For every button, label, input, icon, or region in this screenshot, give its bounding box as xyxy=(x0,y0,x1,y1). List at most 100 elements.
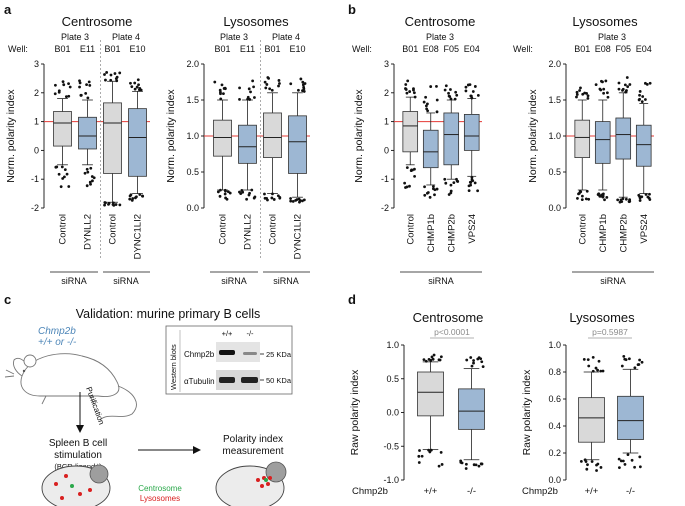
blot-strip-chmp2b xyxy=(216,342,260,362)
box xyxy=(635,124,652,167)
b-well-label: Well: xyxy=(352,44,372,54)
outlier-point xyxy=(474,463,478,467)
outlier-point xyxy=(435,110,439,114)
y-tick-label: 1.0 xyxy=(548,340,561,350)
outlier-point xyxy=(473,85,477,88)
category-label: DYNLL2 xyxy=(83,214,94,250)
outlier-point xyxy=(103,203,106,207)
outlier-point xyxy=(264,86,268,90)
outlier-point xyxy=(423,185,426,189)
box xyxy=(103,102,122,174)
outlier-point xyxy=(429,85,433,88)
outlier-point xyxy=(447,91,450,95)
category-label: CHMP1b xyxy=(426,214,437,253)
outlier-point xyxy=(54,165,58,169)
outlier-point xyxy=(597,359,601,363)
outlier-point xyxy=(218,88,222,92)
category-label: DYNC1LI2 xyxy=(293,214,304,259)
category-label: -/- xyxy=(626,486,635,497)
well-label: E08 xyxy=(423,44,439,54)
outlier-point xyxy=(586,96,590,100)
outlier-point xyxy=(134,196,137,200)
box xyxy=(78,116,97,150)
outlier-point xyxy=(617,457,621,461)
category-label: Control xyxy=(577,214,588,245)
outlier-point xyxy=(222,87,226,90)
category-label: +/+ xyxy=(424,486,438,497)
outlier-point xyxy=(443,88,447,92)
outlier-point xyxy=(625,76,629,79)
well-label: B01 xyxy=(402,44,418,54)
y-tick-label: 1.0 xyxy=(386,340,399,350)
outlier-point xyxy=(406,79,410,83)
outlier-point xyxy=(85,184,89,188)
box xyxy=(458,388,485,430)
outlier-point xyxy=(252,196,256,200)
outlier-point xyxy=(272,198,276,201)
outlier-point xyxy=(57,90,61,94)
outlier-point xyxy=(459,460,463,464)
box xyxy=(422,129,439,169)
outlier-point xyxy=(63,168,67,172)
outlier-point xyxy=(638,97,641,101)
outlier-point xyxy=(594,83,598,86)
outlier-point xyxy=(277,79,281,82)
outlier-point xyxy=(430,355,434,359)
blot-chmp2b-label: Chmp2b xyxy=(184,350,215,359)
category-label: +/+ xyxy=(585,486,599,497)
outlier-point xyxy=(223,188,227,192)
outlier-point xyxy=(437,464,441,468)
outlier-point xyxy=(600,79,603,83)
outlier-point xyxy=(404,186,407,189)
outlier-point xyxy=(245,197,249,201)
y-tick-label: 0.0 xyxy=(548,203,561,213)
outlier-point xyxy=(88,83,92,87)
a-lys-sirna-label-1: siRNA xyxy=(221,276,247,286)
outlier-point xyxy=(420,454,424,458)
outlier-point xyxy=(640,100,644,103)
outlier-point xyxy=(626,85,630,89)
outlier-point xyxy=(464,462,468,466)
outlier-point xyxy=(301,83,305,87)
outlier-point xyxy=(289,82,293,86)
y-tick-label: -2 xyxy=(31,203,39,213)
mouse-icon xyxy=(4,353,137,421)
y-tick-label: -1 xyxy=(381,174,389,184)
outlier-point xyxy=(404,87,407,90)
outlier-point xyxy=(136,78,140,82)
well-label: E04 xyxy=(636,44,652,54)
outlier-point xyxy=(580,198,584,202)
outlier-point xyxy=(604,79,608,83)
outlier-point xyxy=(433,193,436,197)
stimulation-line-2: stimulation xyxy=(54,450,102,461)
outlier-point xyxy=(418,449,421,452)
category-label: Control xyxy=(218,214,229,245)
outlier-point xyxy=(78,85,81,89)
outlier-point xyxy=(575,90,579,94)
c-genotype-label: +/+ or -/- xyxy=(38,337,77,348)
outlier-point xyxy=(466,83,470,87)
outlier-point xyxy=(223,192,227,196)
outlier-point xyxy=(128,197,132,201)
well-label: B01 xyxy=(214,44,230,54)
box xyxy=(615,117,632,160)
outlier-point xyxy=(253,96,256,99)
box xyxy=(594,121,611,164)
outlier-point xyxy=(591,369,595,373)
outlier-point xyxy=(267,76,270,80)
category-label: -/- xyxy=(467,486,476,497)
outlier-point xyxy=(67,82,70,86)
y-tick-label: 0.0 xyxy=(186,203,199,213)
box xyxy=(238,124,257,164)
outlier-point xyxy=(301,199,304,203)
d-centrosome-pvalue: p<0.0001 xyxy=(434,327,470,337)
outlier-point xyxy=(417,461,421,464)
outlier-point xyxy=(575,93,579,96)
outlier-point xyxy=(585,467,589,471)
outlier-point xyxy=(640,360,644,364)
box xyxy=(574,119,591,159)
outlier-point xyxy=(435,187,439,191)
outlier-point xyxy=(133,81,137,85)
a-lys-sirna-label-2: siRNA xyxy=(273,276,299,286)
